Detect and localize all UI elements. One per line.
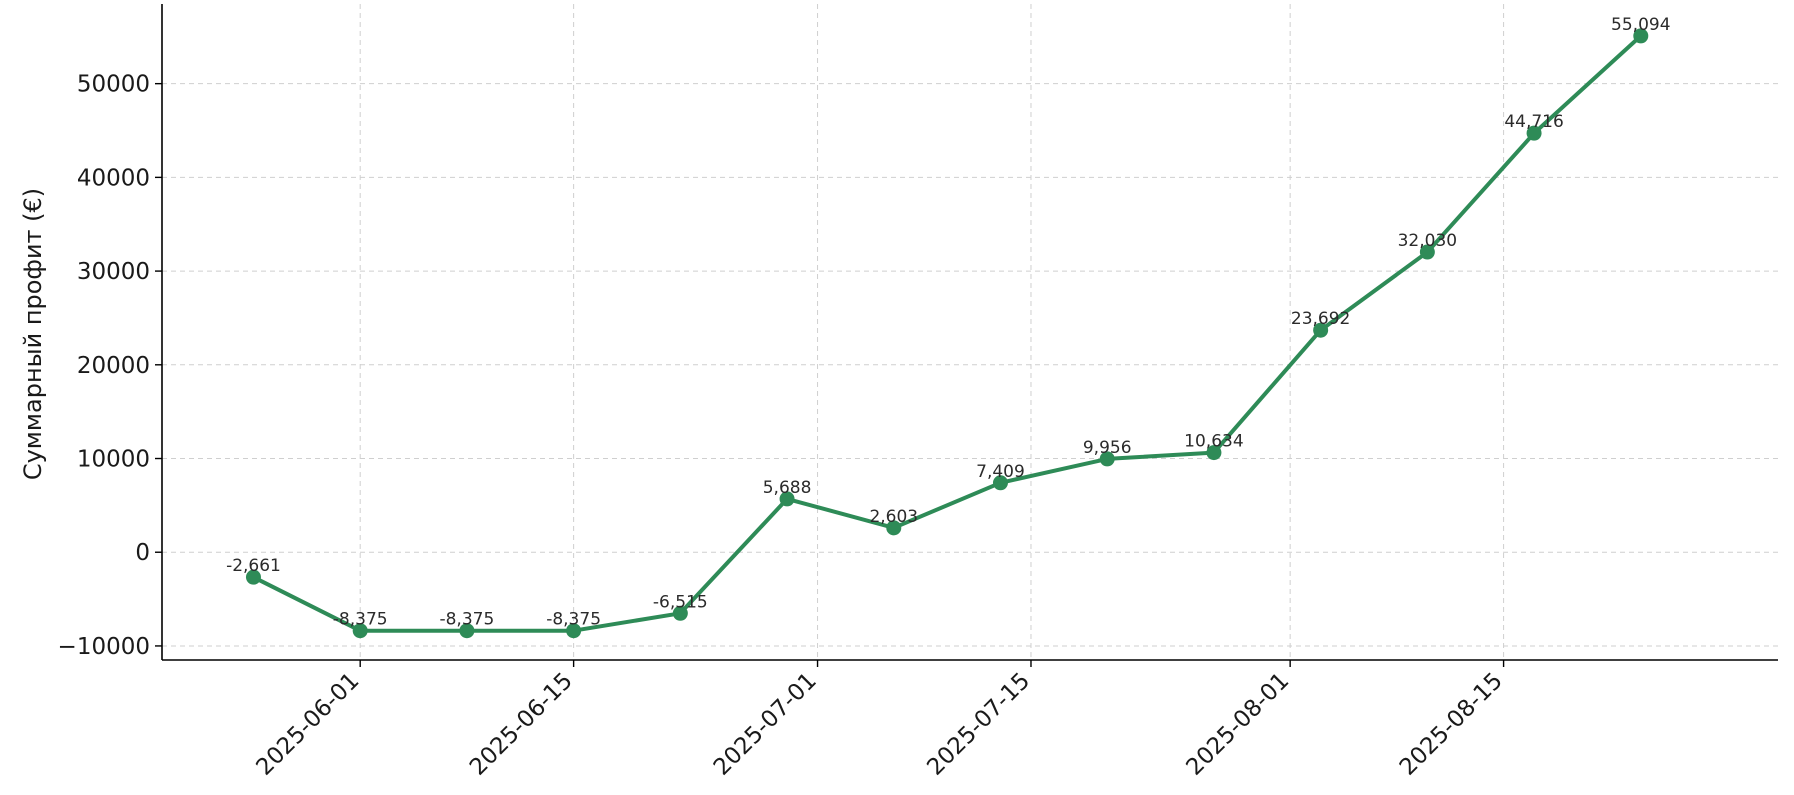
y-axis-title: Суммарный профит (€) — [19, 188, 47, 480]
data-point — [1206, 445, 1222, 461]
y-tick-label: 20000 — [77, 353, 150, 379]
data-value-label: -2,661 — [226, 556, 281, 576]
data-point — [992, 475, 1008, 491]
data-point — [1313, 322, 1329, 338]
data-value-label: 5,688 — [763, 478, 812, 498]
profit-series-line — [252, 34, 1643, 633]
data-value-label: 2,603 — [869, 507, 918, 527]
data-value-label: 32,030 — [1398, 231, 1457, 251]
data-value-label: 10,634 — [1184, 432, 1243, 452]
series-layer — [245, 28, 1649, 639]
data-value-label: -6,515 — [653, 592, 708, 612]
x-tick-label: 2025-08-15 — [1395, 668, 1508, 781]
y-tick-label: 30000 — [77, 259, 150, 285]
x-tick-label: 2025-06-01 — [252, 668, 365, 781]
grid-layer — [162, 4, 1778, 660]
data-point — [1419, 244, 1435, 260]
data-label-layer: -2,661 -8,375 -8,375 -8,375 -6,515 5,688 2,603… — [226, 15, 1670, 630]
data-point — [459, 623, 475, 639]
data-value-label: -8,375 — [439, 610, 494, 630]
data-value-label: 44,716 — [1504, 112, 1563, 132]
y-tick-label: 50000 — [77, 72, 150, 98]
y-tick-label: −10000 — [58, 634, 150, 660]
data-value-label: 55,094 — [1611, 15, 1670, 35]
data-point — [1526, 125, 1542, 141]
data-point — [1099, 451, 1115, 467]
y-tick-label: 0 — [135, 540, 150, 566]
data-point — [1633, 28, 1649, 44]
y-tick-label: 40000 — [77, 165, 150, 191]
data-value-label: 23,692 — [1291, 309, 1350, 329]
data-value-label: 7,409 — [976, 462, 1025, 482]
data-value-label: -8,375 — [546, 610, 601, 630]
data-point — [779, 491, 795, 507]
data-point — [672, 605, 688, 621]
x-tick-label: 2025-07-15 — [922, 668, 1035, 781]
data-value-label: 9,956 — [1083, 438, 1132, 458]
data-point — [566, 623, 582, 639]
x-tick-label: 2025-08-01 — [1181, 668, 1294, 781]
data-point — [245, 569, 261, 585]
data-point — [352, 623, 368, 639]
y-tick-label: 10000 — [77, 447, 150, 473]
data-value-label: -8,375 — [333, 610, 388, 630]
x-tick-label: 2025-06-15 — [465, 668, 578, 781]
x-tick-label: 2025-07-01 — [709, 668, 822, 781]
data-point — [886, 520, 902, 536]
